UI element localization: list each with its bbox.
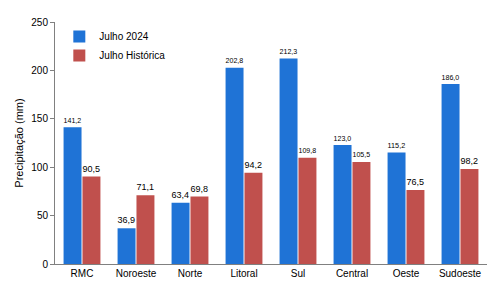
svg-text:105,5: 105,5 [352, 151, 370, 158]
svg-text:90,5: 90,5 [82, 164, 100, 174]
svg-text:150: 150 [31, 113, 48, 124]
svg-text:69,8: 69,8 [190, 184, 208, 194]
svg-text:50: 50 [37, 210, 49, 221]
svg-text:Oeste: Oeste [393, 268, 420, 279]
svg-text:71,1: 71,1 [136, 182, 154, 192]
svg-text:Sudoeste: Sudoeste [439, 268, 482, 279]
svg-text:Noroeste: Noroeste [116, 268, 157, 279]
svg-text:36,9: 36,9 [118, 215, 136, 225]
svg-text:202,8: 202,8 [226, 57, 244, 64]
svg-text:123,0: 123,0 [334, 135, 352, 142]
svg-text:RMC: RMC [71, 268, 94, 279]
svg-text:200: 200 [31, 65, 48, 76]
svg-text:186,0: 186,0 [442, 74, 460, 81]
svg-text:Sul: Sul [291, 268, 305, 279]
svg-text:Central: Central [336, 268, 368, 279]
svg-text:94,2: 94,2 [244, 160, 262, 170]
svg-text:98,2: 98,2 [460, 156, 478, 166]
svg-text:109,8: 109,8 [298, 147, 316, 154]
svg-text:250: 250 [31, 17, 48, 28]
svg-text:141,2: 141,2 [64, 117, 82, 124]
svg-text:115,2: 115,2 [388, 141, 406, 150]
svg-text:Julho 2024: Julho 2024 [99, 31, 148, 42]
svg-text:63,4: 63,4 [172, 190, 190, 200]
svg-text:Litoral: Litoral [230, 268, 257, 279]
svg-text:212,3: 212,3 [280, 48, 298, 55]
svg-text:Norte: Norte [178, 268, 203, 279]
svg-text:100: 100 [31, 162, 48, 173]
svg-text:Julho Histórica: Julho Histórica [99, 50, 165, 61]
svg-text:76,5: 76,5 [406, 177, 424, 187]
svg-text:0: 0 [42, 259, 48, 270]
svg-text:Precipitação (mm): Precipitação (mm) [13, 98, 25, 187]
